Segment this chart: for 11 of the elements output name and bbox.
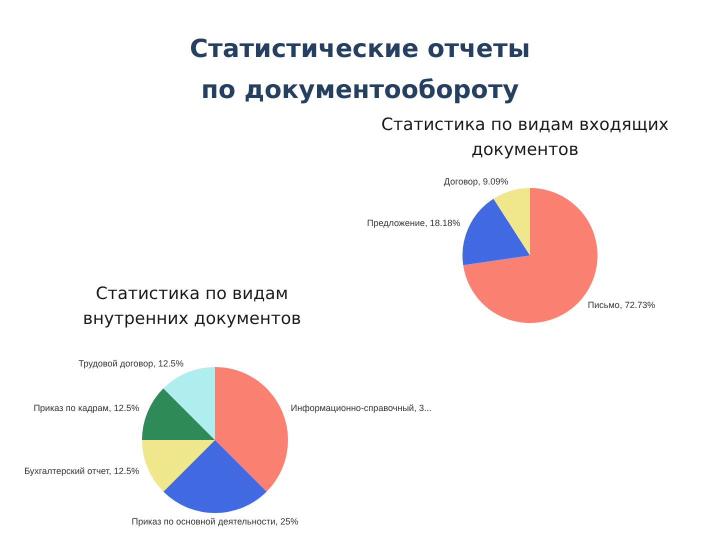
slice-label: Договор, 9.09% bbox=[444, 176, 508, 187]
text: Статистические отчеты по документообороту bbox=[188, 33, 532, 106]
slice-label: Информационно-справочный, 3... bbox=[290, 403, 432, 414]
slice-label: Письмо, 72.73% bbox=[588, 300, 656, 310]
slice-label: Приказ по основной деятельности, 25% bbox=[132, 516, 298, 527]
chart-title: Статистика по видам входящих документов bbox=[380, 114, 670, 162]
slice-label: Предложение, 18.18% bbox=[367, 218, 460, 228]
slice-label: Бухгалтерский отчет, 12.5% bbox=[24, 466, 140, 476]
slice-label: Приказ по кадрам, 12.5% bbox=[34, 403, 140, 414]
chart-title: Статистика по видам внутренних документов bbox=[82, 283, 302, 331]
slice-label: Трудовой договор, 12.5% bbox=[78, 359, 184, 370]
